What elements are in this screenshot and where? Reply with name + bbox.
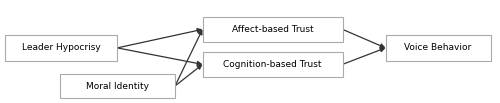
Text: Cognition-based Trust: Cognition-based Trust: [223, 60, 322, 69]
FancyBboxPatch shape: [60, 74, 175, 98]
FancyBboxPatch shape: [202, 17, 342, 42]
Text: Affect-based Trust: Affect-based Trust: [232, 25, 314, 34]
Text: Moral Identity: Moral Identity: [86, 81, 149, 91]
FancyBboxPatch shape: [386, 35, 490, 61]
FancyBboxPatch shape: [4, 35, 117, 61]
Text: Leader Hypocrisy: Leader Hypocrisy: [22, 43, 101, 52]
Text: Voice Behavior: Voice Behavior: [404, 43, 471, 52]
FancyBboxPatch shape: [202, 52, 342, 77]
